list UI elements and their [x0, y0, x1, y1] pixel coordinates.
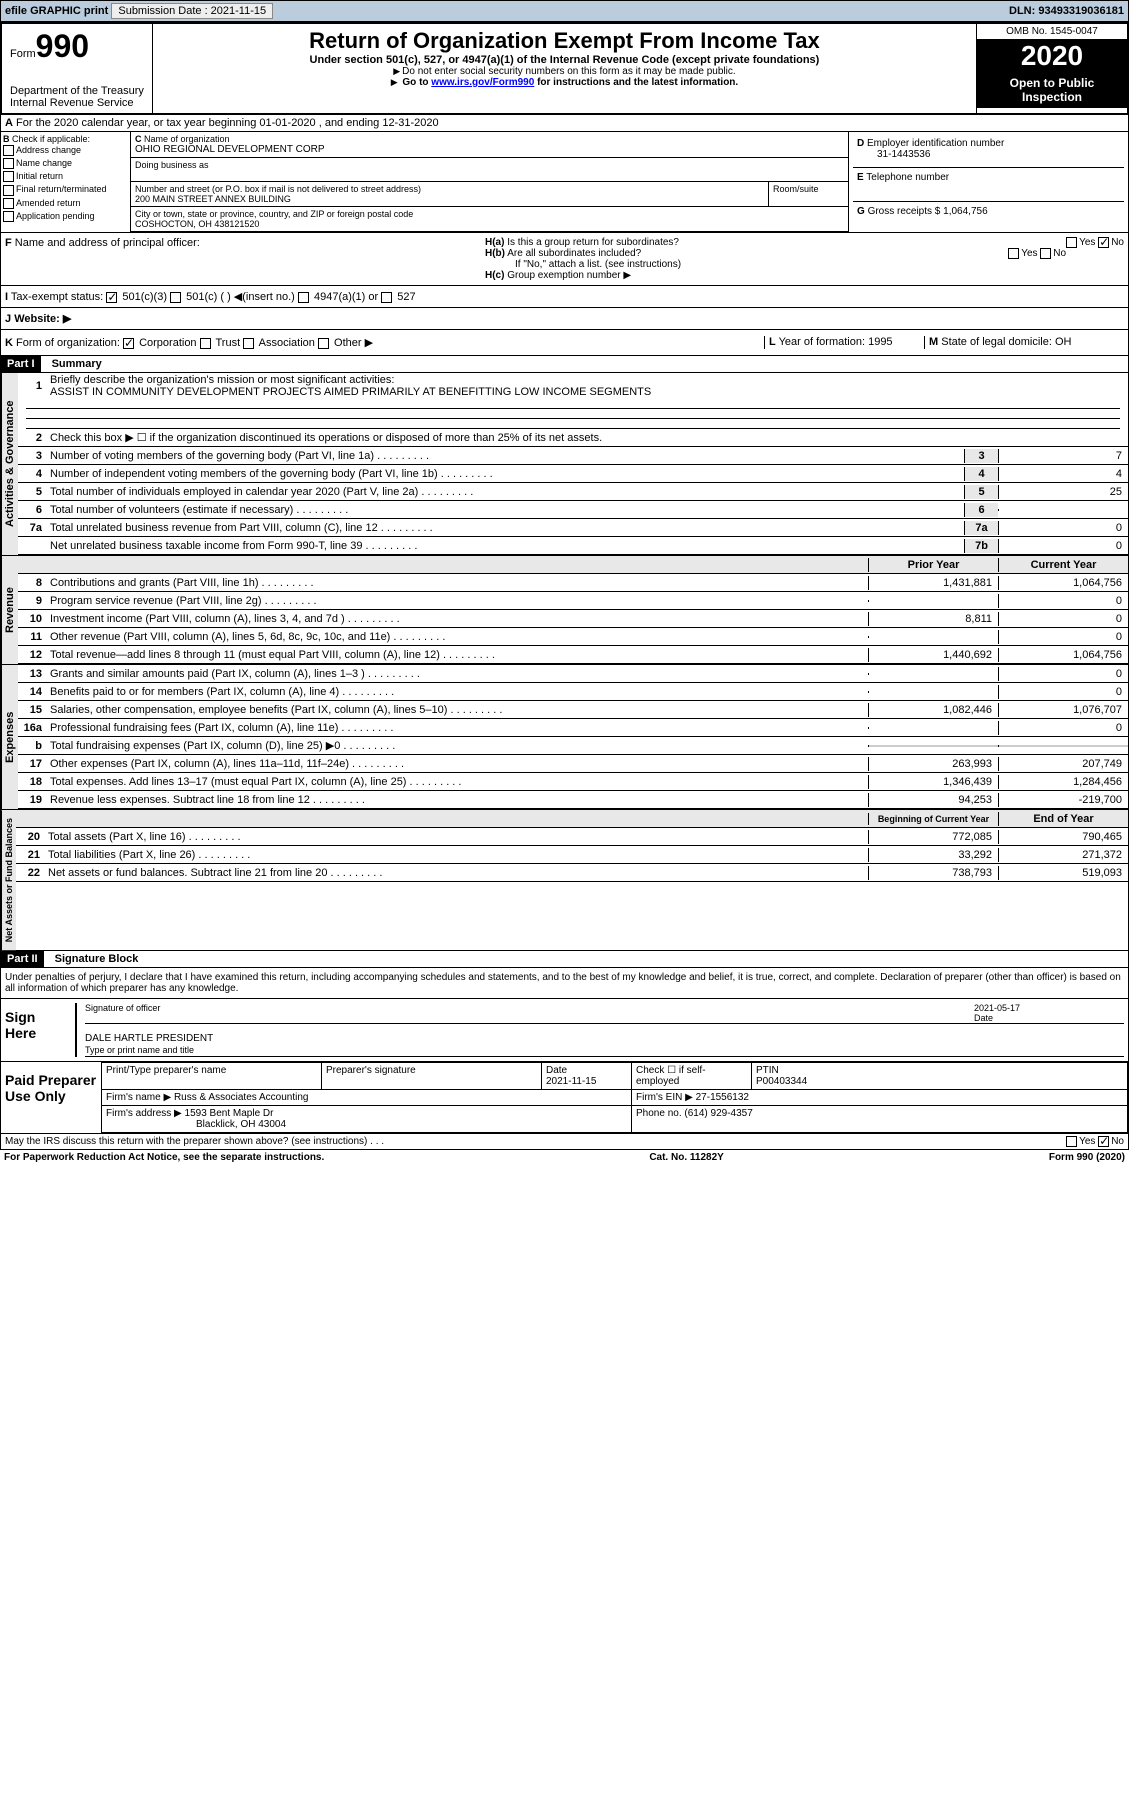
paid-preparer-label: Paid Preparer Use Only — [1, 1062, 101, 1133]
firm-phone: (614) 929-4357 — [684, 1108, 752, 1119]
part-i-header: Part I — [1, 356, 41, 372]
year-formation: 1995 — [868, 336, 892, 348]
ptin: P00403344 — [756, 1076, 807, 1087]
top-bar: efile GRAPHIC print Submission Date : 20… — [0, 0, 1129, 22]
vert-revenue: Revenue — [1, 556, 18, 664]
dln: DLN: 93493319036181 — [1009, 5, 1124, 17]
vert-governance: Activities & Governance — [1, 373, 18, 555]
gross-receipts: 1,064,756 — [943, 206, 988, 217]
officer-name: DALE HARTLE PRESIDENT — [85, 1033, 213, 1044]
firm-name: Russ & Associates Accounting — [174, 1092, 309, 1103]
part-ii-title: Signature Block — [47, 951, 147, 967]
submission-date-button[interactable]: Submission Date : 2021-11-15 — [111, 3, 273, 19]
tax-year: 2020 — [977, 40, 1127, 72]
website-row: J Website: ▶ — [0, 308, 1129, 330]
form990-link[interactable]: www.irs.gov/Form990 — [431, 77, 534, 88]
cb-initial-return[interactable]: Initial return — [3, 170, 128, 183]
cb-amended[interactable]: Amended return — [3, 197, 128, 210]
part-ii-header: Part II — [1, 951, 44, 967]
hb-yes[interactable] — [1008, 248, 1019, 259]
cb-trust[interactable] — [200, 338, 211, 349]
form-number: 990 — [36, 28, 89, 64]
org-city: COSHOCTON, OH 438121520 — [135, 219, 259, 229]
footer: For Paperwork Reduction Act Notice, see … — [0, 1150, 1129, 1165]
cb-501c[interactable] — [170, 292, 181, 303]
omb-number: OMB No. 1545-0047 — [977, 24, 1127, 40]
cb-final-return[interactable]: Final return/terminated — [3, 183, 128, 196]
prep-date: 2021-11-15 — [546, 1076, 596, 1087]
discuss-row: May the IRS discuss this return with the… — [0, 1134, 1129, 1150]
cb-4947[interactable] — [298, 292, 309, 303]
vert-expenses: Expenses — [1, 665, 18, 809]
cb-assoc[interactable] — [243, 338, 254, 349]
declaration: Under penalties of perjury, I declare th… — [0, 968, 1129, 999]
discuss-yes[interactable] — [1066, 1136, 1077, 1147]
subtitle: Under section 501(c), 527, or 4947(a)(1)… — [157, 54, 972, 66]
part-i-title: Summary — [44, 356, 110, 372]
ha-no[interactable] — [1098, 237, 1109, 248]
hb-no[interactable] — [1040, 248, 1051, 259]
cb-corp[interactable] — [123, 338, 134, 349]
ha-yes[interactable] — [1066, 237, 1077, 248]
instr-link: Go to www.irs.gov/Form990 for instructio… — [157, 77, 972, 88]
tax-status-row: I Tax-exempt status: 501(c)(3) 501(c) ( … — [0, 286, 1129, 308]
org-address: 200 MAIN STREET ANNEX BUILDING — [135, 194, 291, 204]
open-public: Open to Public Inspection — [977, 72, 1127, 108]
cb-527[interactable] — [381, 292, 392, 303]
discuss-no[interactable] — [1098, 1136, 1109, 1147]
firm-addr: 1593 Bent Maple Dr — [185, 1108, 274, 1119]
cb-address-change[interactable]: Address change — [3, 144, 128, 157]
row-a: A For the 2020 calendar year, or tax yea… — [0, 115, 1129, 132]
f-h-row: F Name and address of principal officer:… — [0, 233, 1129, 286]
vert-net: Net Assets or Fund Balances — [1, 810, 16, 950]
sig-date: 2021-05-17 — [974, 1003, 1020, 1013]
dept-treasury: Department of the Treasury Internal Reve… — [10, 85, 144, 109]
org-name: OHIO REGIONAL DEVELOPMENT CORP — [135, 144, 324, 155]
instr-ssn: Do not enter social security numbers on … — [157, 66, 972, 77]
cb-501c3[interactable] — [106, 292, 117, 303]
k-row: K Form of organization: Corporation Trus… — [0, 330, 1129, 356]
entity-grid: B Check if applicable: Address change Na… — [0, 132, 1129, 233]
form-prefix: Form — [10, 48, 36, 60]
form-header: Form990 Department of the Treasury Inter… — [0, 22, 1129, 115]
sign-here: Sign Here — [1, 999, 71, 1061]
efile-label: efile GRAPHIC print — [5, 5, 108, 17]
box-b: B Check if applicable: Address change Na… — [1, 132, 131, 232]
mission: ASSIST IN COMMUNITY DEVELOPMENT PROJECTS… — [50, 386, 651, 398]
cb-app-pending[interactable]: Application pending — [3, 210, 128, 223]
state-domicile: OH — [1055, 336, 1072, 348]
cb-name-change[interactable]: Name change — [3, 157, 128, 170]
main-title: Return of Organization Exempt From Incom… — [157, 28, 972, 54]
firm-ein: 27-1556132 — [696, 1092, 749, 1103]
cb-other[interactable] — [318, 338, 329, 349]
ein: 31-1443536 — [857, 149, 930, 160]
